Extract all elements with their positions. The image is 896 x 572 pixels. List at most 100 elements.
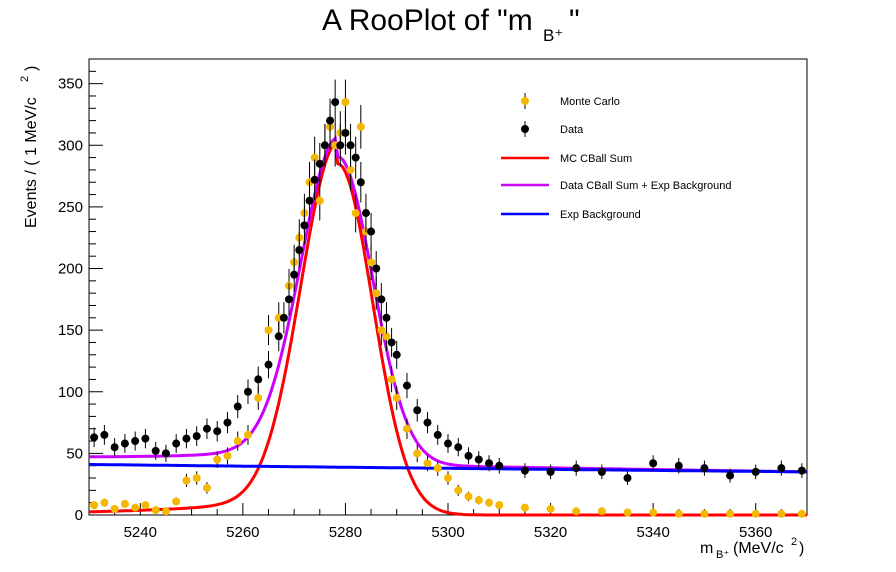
curve-exp-background <box>89 463 808 474</box>
data-point <box>382 332 391 341</box>
data-point <box>382 313 391 322</box>
data-point <box>623 508 632 517</box>
data-point <box>341 98 350 107</box>
y-tick-label: 0 <box>75 507 83 524</box>
data-point <box>597 467 606 476</box>
data-point <box>423 418 432 427</box>
data-point <box>444 439 452 448</box>
data-point <box>474 496 483 505</box>
data-point <box>131 437 140 446</box>
data-point <box>546 467 555 476</box>
data-point <box>264 360 273 369</box>
data-point <box>387 338 396 347</box>
data-point <box>351 209 360 218</box>
legend-label: MC CBall Sum <box>560 153 632 165</box>
chart-title-close: " <box>569 4 580 37</box>
data-point <box>141 501 150 510</box>
data-point <box>351 153 360 162</box>
data-point <box>387 375 396 384</box>
data-point <box>777 509 786 518</box>
data-point <box>361 209 370 218</box>
chart-title: A RooPlot of "m B⁺ " <box>322 4 580 45</box>
data-point <box>413 406 422 415</box>
data-point <box>131 503 140 512</box>
y-axis-label-close: ) <box>23 66 40 71</box>
y-tick-label: 250 <box>58 199 83 216</box>
data-point <box>572 464 581 473</box>
data-point <box>474 455 483 464</box>
x-tick-label: 5340 <box>636 524 669 541</box>
data-point <box>392 393 401 402</box>
data-point <box>464 451 473 460</box>
x-axis-label-sub: B⁺ <box>716 549 729 561</box>
data-point <box>233 437 242 446</box>
data-point <box>346 165 355 174</box>
x-tick-label: 5240 <box>124 524 157 541</box>
x-axis-label: m B⁺ (MeV/c 2 ) <box>700 536 804 561</box>
data-point <box>172 439 181 448</box>
data-point <box>649 508 658 517</box>
data-point <box>356 178 365 187</box>
data-point <box>700 509 709 518</box>
y-tick-label: 100 <box>58 384 83 401</box>
data-point <box>495 461 504 470</box>
y-tick-label: 50 <box>66 445 83 462</box>
data-point <box>377 326 386 335</box>
data-point <box>367 227 376 236</box>
data-point <box>310 175 319 184</box>
data-point <box>726 509 735 518</box>
data-point <box>423 459 432 468</box>
data-point <box>223 451 232 460</box>
data-point <box>100 430 109 439</box>
data-point <box>341 128 350 137</box>
legend-marker <box>521 125 529 133</box>
data-point <box>485 459 494 468</box>
data-point <box>202 424 211 433</box>
x-tick-label: 5280 <box>329 524 362 541</box>
legend-label: Data CBall Sum + Exp Background <box>560 180 732 192</box>
x-tick-label: 5320 <box>534 524 567 541</box>
data-point <box>777 464 786 473</box>
data-point <box>454 443 463 452</box>
data-point <box>243 430 252 439</box>
data-point <box>336 141 345 150</box>
data-point <box>377 295 386 304</box>
x-tick-label: 5360 <box>739 524 772 541</box>
legend-label: Data <box>560 124 584 136</box>
data-point <box>402 381 411 390</box>
x-axis-label-unit: (MeV/c <box>733 540 784 557</box>
data-point <box>413 449 422 458</box>
data-point <box>100 498 109 507</box>
data-point <box>161 507 170 516</box>
y-tick-label: 150 <box>58 322 83 339</box>
legend-label: Exp Background <box>560 209 641 221</box>
data-point <box>202 483 211 492</box>
data-point <box>120 439 129 448</box>
y-axis: 0 50 100 150 200 250 300 350 <box>58 58 103 524</box>
data-point <box>674 509 683 518</box>
data-point <box>751 467 760 476</box>
data-point <box>331 98 340 107</box>
data-point <box>274 332 283 341</box>
data-point <box>315 159 324 168</box>
x-tick-label: 5300 <box>431 524 464 541</box>
data-point <box>797 466 806 475</box>
data-point <box>141 434 150 443</box>
data-point <box>372 289 381 298</box>
data-point <box>182 476 191 485</box>
data-point <box>223 418 232 427</box>
data-point <box>213 427 222 436</box>
y-axis-label-text: Events / ( 1 MeV/c <box>23 97 40 228</box>
data-point <box>356 122 365 131</box>
data-point <box>520 503 529 512</box>
y-tick-label: 350 <box>58 76 83 93</box>
data-point <box>213 455 222 464</box>
data-point <box>120 499 129 508</box>
data-point <box>279 313 288 322</box>
y-tick-label: 300 <box>58 137 83 154</box>
data-point <box>110 443 119 452</box>
data-point <box>726 471 735 480</box>
data-point <box>346 141 355 150</box>
chart-title-main: A RooPlot of "m <box>322 4 533 37</box>
